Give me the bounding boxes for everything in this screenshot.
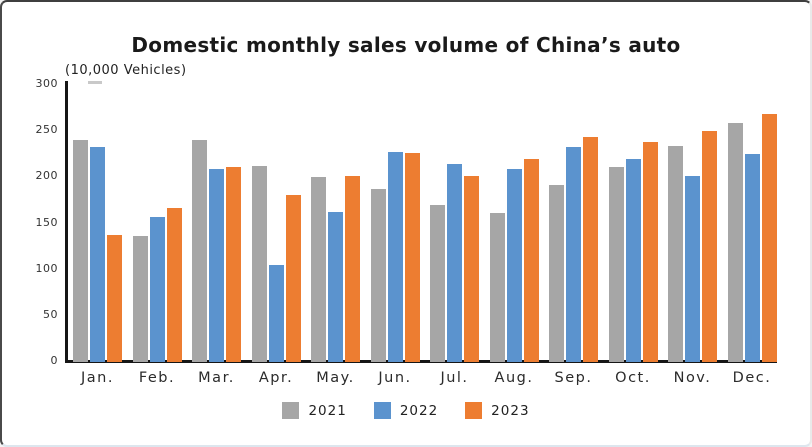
bar-2021-feb [132, 235, 148, 362]
x-tick-feb: Feb. [138, 370, 176, 386]
y-tick-300: 300 [35, 77, 58, 90]
bar-group-mar [192, 139, 241, 362]
bar-2023-oct [642, 141, 658, 362]
x-tick-jul: Jul. [440, 370, 469, 386]
bar-2023-nov [702, 130, 717, 362]
chart-title: Domestic monthly sales volume of China’s… [131, 33, 681, 57]
x-tick-oct: Oct. [615, 370, 651, 386]
x-tick-may: May. [316, 370, 355, 386]
legend-swatch-2022 [373, 402, 391, 419]
bar-2023-apr [285, 195, 301, 362]
legend: 2021 2022 2023 [2, 402, 810, 419]
y-tick-200: 200 [35, 169, 58, 183]
bar-group-may [311, 175, 360, 362]
bar-group-jun [370, 151, 420, 362]
bar-2022-nov [685, 175, 700, 362]
y-tick-50: 50 [43, 307, 58, 321]
bar-2023-jan [107, 235, 122, 362]
bar-group-sep [549, 137, 598, 362]
bar-2022-dec [744, 153, 760, 362]
x-tick-nov: Nov. [673, 370, 712, 386]
bar-2021-sep [549, 185, 564, 362]
bar-group-jul [430, 163, 479, 362]
bar-2021-dec [727, 123, 743, 362]
bar-2022-oct [625, 159, 641, 362]
gridline-stub [88, 81, 102, 84]
legend-item-2022: 2022 [373, 402, 439, 419]
x-tick-apr: Apr. [258, 370, 294, 386]
bar-group-dec [727, 114, 777, 362]
bar-group-aug [489, 159, 539, 362]
bar-2022-aug [506, 169, 522, 362]
x-tick-jan: Jan. [81, 370, 114, 386]
bar-2021-jun [370, 188, 386, 362]
bar-2022-mar [209, 169, 224, 362]
x-tick-jun: Jun. [378, 370, 412, 386]
bar-2022-sep [566, 147, 581, 362]
x-tick-sep: Sep. [554, 370, 593, 386]
bar-2023-mar [226, 166, 241, 362]
bar-2021-jul [430, 204, 445, 362]
x-tick-aug: Aug. [494, 370, 534, 386]
legend-item-2023: 2023 [465, 402, 529, 419]
bar-2021-oct [608, 166, 624, 362]
legend-label-2021: 2021 [308, 402, 347, 419]
legend-label-2023: 2023 [491, 402, 530, 419]
bar-2023-dec [761, 114, 777, 362]
bar-2021-jan [73, 139, 88, 362]
legend-label-2022: 2022 [399, 402, 439, 419]
legend-item-2021: 2021 [282, 402, 346, 419]
bar-2023-aug [523, 159, 539, 362]
y-tick-100: 100 [35, 261, 58, 275]
bar-2022-may [328, 211, 343, 362]
bar-group-oct [608, 141, 658, 362]
bar-2023-feb [166, 208, 182, 362]
plot-area [67, 85, 777, 362]
y-axis-line [65, 81, 68, 363]
x-tick-mar: Mar. [198, 370, 235, 386]
bar-2022-jun [387, 151, 403, 362]
bar-group-jan [73, 139, 122, 362]
bar-2021-nov [668, 146, 683, 362]
y-tick-250: 250 [35, 123, 58, 137]
bar-2022-apr [268, 264, 284, 362]
bar-2021-may [311, 176, 326, 362]
y-tick-150: 150 [35, 215, 58, 229]
bar-2021-mar [192, 139, 207, 362]
legend-swatch-2021 [282, 402, 300, 419]
bar-group-apr [251, 165, 301, 362]
x-axis-line [65, 360, 777, 363]
bar-2023-may [345, 175, 360, 362]
legend-swatch-2023 [465, 402, 483, 419]
bar-group-feb [132, 208, 182, 362]
y-axis-unit-label: (10,000 Vehicles) [65, 63, 187, 78]
bar-2022-jan [90, 147, 105, 362]
bar-2021-apr [251, 165, 267, 362]
bar-2023-jul [464, 175, 479, 362]
bar-group-nov [668, 130, 717, 362]
bar-2022-feb [149, 217, 165, 362]
x-tick-dec: Dec. [732, 370, 772, 386]
bar-2023-sep [583, 137, 598, 362]
bar-2021-aug [489, 212, 505, 362]
y-tick-0: 0 [50, 354, 58, 367]
bar-2023-jun [404, 152, 420, 362]
bar-2022-jul [447, 163, 462, 362]
